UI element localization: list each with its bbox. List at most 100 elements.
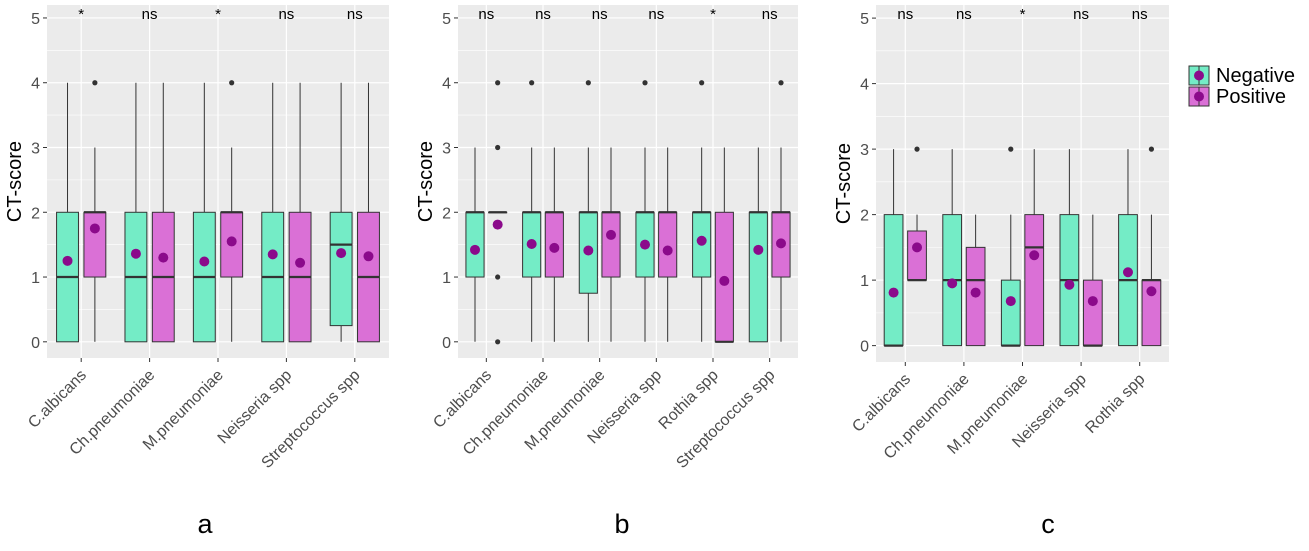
y-tick-label: 2 [442,205,451,222]
box-negative-4 [329,82,353,342]
y-axis-label: CT-score [415,141,437,222]
mean-point [526,239,537,250]
outlier-point [529,80,535,86]
y-tick-label: 1 [442,270,451,287]
mean-point [1064,279,1075,290]
mean-point [662,245,673,256]
box-body [883,214,904,347]
box-body [1024,214,1045,347]
box-negative-2 [578,80,598,342]
box-body [1000,279,1021,347]
box-negative-4 [692,80,712,342]
box-negative-3 [261,82,285,343]
mean-point [888,287,899,298]
box-positive-2 [220,80,244,342]
mean-point [1122,267,1133,278]
box-negative-0 [56,82,79,343]
mean-point [583,245,594,256]
x-tick-label: Rothia spp [1082,371,1148,437]
y-tick-label: 2 [31,205,40,222]
y-tick-label: 4 [860,77,869,94]
box-body [658,211,678,278]
mean-point [1005,296,1016,307]
mean-point [1146,286,1157,297]
box-negative-4 [1118,149,1138,347]
y-tick-label: 0 [31,335,40,352]
box-negative-1 [124,82,148,343]
significance-label: ns [762,6,778,23]
mean-point [696,235,707,246]
significance-label: ns [1132,6,1148,23]
box-positive-1 [151,82,175,343]
y-axis-label: CT-score [833,143,855,224]
box-negative-2 [1000,146,1021,347]
panels: 012345CT-score*C.albicansnsCh.pneumoniae… [4,5,1169,539]
mean-point [1087,296,1098,307]
outlier-point [495,80,501,86]
legend-label: Negative [1216,65,1295,87]
significance-label: ns [142,6,158,23]
box-positive-1 [965,214,986,347]
mean-point [363,251,374,262]
y-tick-label: 5 [31,11,40,28]
mean-point [199,256,210,267]
box-negative-3 [635,80,655,342]
outlier-point [92,80,98,86]
box-positive-0 [907,146,927,282]
y-tick-label: 3 [31,140,40,157]
outlier-point [1008,146,1014,152]
box-negative-2 [192,82,216,343]
significance-label: ns [535,6,551,23]
y-tick-label: 5 [860,11,869,28]
mean-point [753,244,764,255]
x-tick-label: Streptococcus spp [673,367,778,472]
mean-point [549,242,560,253]
y-tick-label: 3 [860,142,869,159]
panel-b: 012345CT-scorensC.albicansnsCh.pneumonia… [415,5,798,539]
mean-point [947,278,958,289]
box-body [748,211,768,343]
mean-point [606,229,616,240]
box-positive-2 [601,147,621,342]
legend-item-negative: Negative [1188,65,1295,87]
mean-point [470,244,480,255]
box-positive-5 [771,80,791,342]
legend-label: Positive [1216,86,1286,108]
mean-point [89,223,100,234]
significance-label: ns [278,6,294,23]
mean-point [267,249,278,260]
box-body [601,211,621,278]
y-tick-label: 2 [860,208,869,225]
box-positive-0 [83,80,107,342]
significance-label: * [710,6,716,23]
panel-letter: a [197,509,213,539]
box-body [329,211,353,327]
box-positive-4 [714,147,734,343]
legend-item-positive: Positive [1188,86,1286,108]
y-tick-label: 4 [31,76,40,93]
mean-point [295,257,306,268]
plot-background [458,5,798,358]
x-tick-label: C.albicans [25,367,90,432]
y-axis-label: CT-score [4,141,26,222]
mean-point [62,255,73,266]
box-negative-0 [465,147,485,342]
mean-point [776,238,786,249]
significance-label: * [78,6,84,23]
outlier-point [778,80,784,86]
mean-point [970,287,981,298]
outlier-point [642,80,648,86]
outlier-point [495,339,501,345]
significance-label: ns [956,6,972,23]
box-body [83,211,107,278]
outlier-point [229,80,235,86]
box-body [1082,279,1103,347]
mean-point [130,248,141,259]
significance-label: ns [347,6,363,23]
y-tick-label: 3 [442,140,451,157]
box-negative-0 [883,149,904,347]
box-negative-5 [748,147,768,343]
box-negative-1 [522,80,542,342]
